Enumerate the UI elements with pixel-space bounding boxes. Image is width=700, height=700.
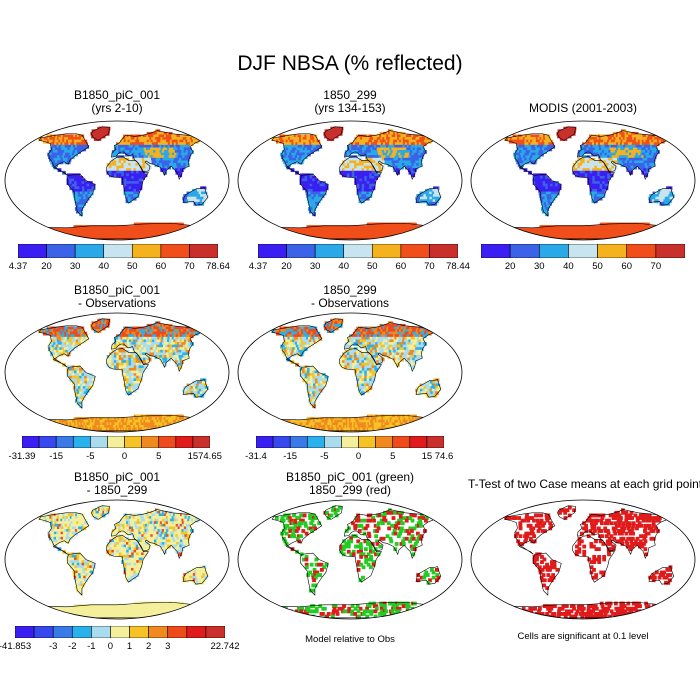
- colorbar-tick-label: 50: [592, 261, 603, 272]
- figure-title: DJF NBSA (% reflected): [237, 52, 463, 75]
- panel-observations: MODIS (2001-2003): [468, 88, 698, 268]
- colorbar-tick-label: 40: [98, 261, 109, 272]
- panel-model-1-minus-obs: B1850_piC_001 - Observations: [2, 283, 232, 463]
- colorbar-tick-label: 60: [155, 261, 167, 272]
- world-map: [4, 499, 230, 620]
- colorbar-tick-label: 3: [165, 641, 171, 652]
- world-map: [237, 499, 463, 620]
- colorbar-tick-label: 5: [390, 451, 396, 462]
- colorbar-tick-label: 50: [126, 261, 138, 272]
- colorbar-tick-label: 20: [41, 261, 52, 272]
- panel-subtitle: 1850_299 (red): [308, 483, 392, 497]
- world-map: [4, 120, 230, 241]
- panel-model-1: B1850_piC_001 (yrs 2-10): [2, 88, 232, 268]
- colorbar-tick-label: 1: [126, 641, 133, 652]
- colorbar-tick-label: 0: [355, 451, 362, 462]
- colorbar-tick-label: 40: [338, 261, 349, 272]
- panel-model-2: 1850_299 (yrs 134-153): [235, 88, 465, 268]
- panel-title: B1850_piC_001: [73, 470, 161, 484]
- colorbar-model-1: [18, 244, 218, 258]
- colorbar-model-difference: [15, 626, 225, 638]
- colorbar-diff-2: [256, 436, 444, 448]
- panel-subtitle: - Observations: [77, 296, 157, 310]
- colorbar-diff-1: [22, 436, 210, 448]
- colorbar-tick-label: -5: [320, 451, 329, 462]
- colorbar-tick-label: -3: [48, 641, 58, 652]
- world-map: [470, 120, 696, 241]
- panel-subtitle: (yrs 2-10): [91, 101, 143, 115]
- colorbar-tick-label: -2: [68, 641, 77, 652]
- colorbar-tick-label: 20: [281, 261, 292, 272]
- colorbar-tick-label: 70: [650, 261, 662, 272]
- colorbar-tick-label: 74.6: [434, 451, 454, 462]
- colorbar-tick-label: -1: [87, 641, 96, 652]
- colorbar-tick-label: 50: [366, 261, 378, 272]
- colorbar-tick-label: 40: [563, 261, 574, 272]
- colorbar-tick-label: 30: [69, 261, 81, 272]
- colorbar-tick-label: -15: [283, 451, 298, 462]
- colorbar-tick-label: 15: [421, 451, 433, 462]
- panel-model-comparison: B1850_piC_001 (green) 1850_299 (red): [235, 470, 465, 650]
- comparison-note: Model relative to Obs: [305, 634, 395, 645]
- colorbar-tick-label: 2: [145, 641, 152, 652]
- panel-model-difference: B1850_piC_001 - 1850_299: [2, 470, 232, 650]
- colorbar-tick-label: 30: [533, 261, 545, 272]
- panel-title: 1850_299: [323, 88, 377, 102]
- colorbar-tick-label: -31.39: [8, 451, 36, 462]
- colorbar-tick-label: 70: [184, 261, 195, 272]
- panel-subtitle: - 1850_299: [86, 483, 148, 497]
- panel-title: B1850_piC_001 (green): [285, 470, 415, 484]
- colorbar-model-2: [258, 244, 458, 258]
- colorbar-tick-label: 4.37: [248, 261, 268, 272]
- significance-note: Cells are significant at 0.1 level: [517, 631, 649, 642]
- colorbar-tick-label: 20: [504, 261, 516, 272]
- colorbar-tick-label: 0: [121, 451, 128, 462]
- colorbar-tick-label: -31.4: [245, 451, 267, 462]
- panel-title: B1850_piC_001: [73, 283, 161, 297]
- colorbar-tick-label: 0: [107, 641, 114, 652]
- panel-title: B1850_piC_001: [73, 88, 161, 102]
- panel-title: 1850_299: [323, 283, 377, 297]
- panel-model-2-minus-obs: 1850_299 - Observations: [235, 283, 465, 463]
- panel-subtitle: - Observations: [310, 296, 390, 310]
- world-map: [4, 312, 230, 433]
- colorbar-tick-label: 60: [621, 261, 632, 272]
- world-map: [237, 312, 463, 433]
- colorbar-tick-label: 70: [424, 261, 435, 272]
- colorbar-tick-label: 22.742: [210, 641, 240, 652]
- world-map: [470, 499, 696, 620]
- colorbar-tick-label: 15: [187, 451, 199, 462]
- colorbar-tick-label: 30: [309, 261, 321, 272]
- colorbar-tick-label: 5: [156, 451, 162, 462]
- panel-title: T-Test of two Case means at each grid po…: [468, 477, 700, 491]
- colorbar-observations: [481, 244, 685, 258]
- colorbar-tick-label: 78.64: [206, 261, 230, 272]
- colorbar-tick-label: -15: [49, 451, 64, 462]
- colorbar-tick-label: 78.44: [446, 261, 470, 272]
- world-map: [237, 120, 463, 241]
- colorbar-tick-label: 60: [395, 261, 407, 272]
- panel-subtitle: (yrs 134-153): [314, 101, 386, 115]
- panel-title: MODIS (2001-2003): [528, 101, 638, 115]
- colorbar-tick-label: 74.65: [198, 451, 222, 462]
- panel-ttest: T-Test of two Case means at each grid po…: [468, 470, 700, 650]
- colorbar-tick-label: -5: [86, 451, 95, 462]
- colorbar-tick-label: 4.37: [8, 261, 28, 272]
- colorbar-tick-label: -41.853: [0, 641, 32, 652]
